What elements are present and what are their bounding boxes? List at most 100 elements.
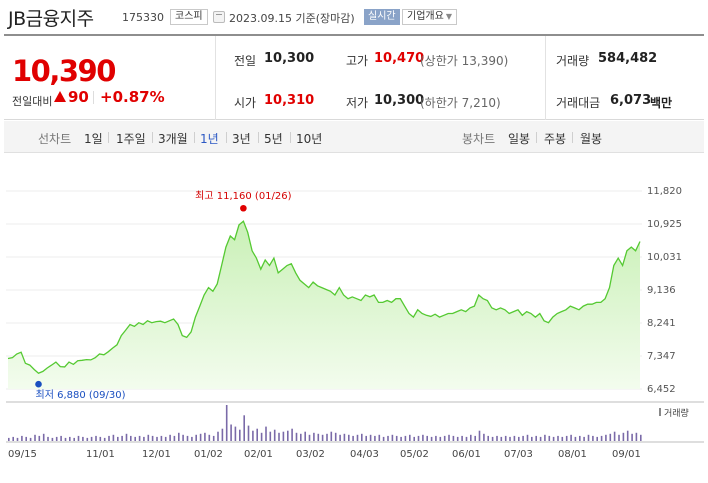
x-axis: 09/15 11/01 12/01 01/02 02/01 03/02 04/03 05/02…	[8, 449, 641, 460]
volume-bar	[583, 436, 585, 441]
volume-bar	[600, 435, 603, 441]
chart-period-tabs: 선차트 1일 1주일 3개월 1년 3년 5년 10년 봉차트 일봉 주봉 월봉	[4, 121, 704, 153]
volume-bar	[448, 434, 450, 441]
volume-bar	[605, 434, 607, 441]
volume-bar	[38, 435, 41, 441]
volume-bar	[574, 436, 577, 441]
tab-1d[interactable]: 1일	[84, 132, 103, 146]
volume-bar	[531, 436, 533, 441]
tab-5y[interactable]: 5년	[264, 132, 283, 146]
y-tick-label: 6,452	[647, 384, 676, 395]
y-tick-label: 7,347	[647, 351, 676, 362]
price-line	[7, 220, 641, 374]
volume-bar	[287, 430, 289, 441]
volume-bar	[112, 434, 115, 441]
volume-bar	[478, 430, 481, 441]
volume-bar	[21, 435, 23, 441]
volume-bar	[243, 415, 245, 441]
volume-bar	[395, 435, 398, 441]
volume-bar	[552, 436, 555, 441]
volume-bar	[230, 424, 232, 441]
tab-3m[interactable]: 3개월	[158, 132, 188, 146]
volume-bar	[579, 435, 581, 441]
volume-bar	[622, 432, 625, 441]
tab-monthly-candle[interactable]: 월봉	[580, 132, 603, 146]
volume-bar	[452, 435, 455, 441]
volume-bar	[239, 429, 241, 441]
realtime-button[interactable]: 실시간	[364, 9, 400, 25]
volume-bar	[204, 432, 206, 441]
volume-bar	[374, 435, 376, 441]
volume-bars	[8, 405, 642, 441]
volume-bar	[64, 437, 67, 441]
line-chart-label: 선차트	[38, 132, 72, 146]
x-tick-label: 02/01	[244, 449, 273, 460]
volume-bar	[640, 434, 642, 441]
volume-label: 거래량	[556, 54, 590, 68]
volume-bar	[565, 435, 568, 441]
volume-bar	[95, 435, 97, 441]
chevron-down-icon: ▼	[445, 12, 452, 21]
x-tick-label: 06/01	[452, 449, 481, 460]
volume-bar	[25, 436, 27, 441]
volume-bar	[160, 435, 163, 441]
quote-panel: 10,390 전일대비 90 +0.87% 전일 10,300 고가 10,47…	[4, 34, 704, 120]
divider	[194, 132, 195, 143]
change-percent: +0.87%	[100, 88, 165, 106]
volume-bar	[147, 434, 150, 441]
clock-icon	[213, 11, 225, 23]
volume-bar	[631, 433, 633, 441]
upper-limit: (상한가 13,390)	[420, 54, 509, 68]
high-value: 10,470	[374, 51, 425, 66]
volume-legend-label: 거래량	[664, 407, 689, 419]
volume-bar	[151, 435, 154, 441]
tab-1y[interactable]: 1년	[200, 132, 219, 146]
volume-bar	[391, 434, 394, 441]
y-tick-label: 10,925	[647, 219, 682, 230]
tab-weekly-candle[interactable]: 주봉	[544, 132, 567, 146]
tab-1w[interactable]: 1주일	[116, 132, 146, 146]
tab-3y[interactable]: 3년	[232, 132, 251, 146]
tab-10y[interactable]: 10년	[296, 132, 323, 146]
volume-bar	[509, 436, 511, 441]
high-annotation: 최고 11,160 (01/26)	[195, 190, 291, 202]
low-label: 저가	[346, 96, 369, 110]
x-tick-label: 08/01	[558, 449, 587, 460]
volume-bar	[548, 435, 551, 441]
volume-bar	[378, 434, 381, 441]
volume-bar	[456, 436, 459, 441]
x-tick-label: 09/15	[8, 449, 37, 460]
divider	[226, 132, 227, 143]
volume-bar	[278, 432, 280, 441]
volume-bar	[496, 435, 498, 441]
volume-bar	[413, 436, 415, 441]
divider	[152, 132, 153, 143]
volume-bar	[130, 435, 132, 441]
volume-bar	[339, 434, 341, 441]
volume-bar	[217, 431, 219, 441]
volume-bar	[504, 435, 507, 441]
volume-bar	[596, 436, 598, 441]
volume-bar	[295, 432, 298, 441]
volume-bar	[609, 433, 612, 441]
high-point-marker	[240, 204, 247, 212]
amount-value: 6,073	[610, 93, 652, 108]
volume-bar	[195, 434, 197, 441]
divider	[93, 91, 94, 104]
volume-bar	[334, 432, 337, 441]
volume-bar	[103, 437, 106, 441]
volume-bar	[234, 426, 237, 441]
company-overview-dropdown[interactable]: 기업개요 ▼	[402, 9, 457, 25]
volume-bar	[291, 428, 293, 441]
volume-bar	[208, 434, 211, 441]
amount-unit: 백만	[650, 96, 673, 110]
low-point-marker	[35, 380, 42, 388]
volume-bar	[474, 435, 476, 441]
prev-close-label: 전일	[234, 54, 257, 68]
volume-bar	[435, 435, 437, 441]
x-tick-label: 07/03	[504, 449, 533, 460]
volume-bar	[557, 435, 559, 441]
volume-bar	[300, 433, 302, 441]
volume-bar	[164, 436, 167, 441]
tab-daily-candle[interactable]: 일봉	[508, 132, 531, 146]
